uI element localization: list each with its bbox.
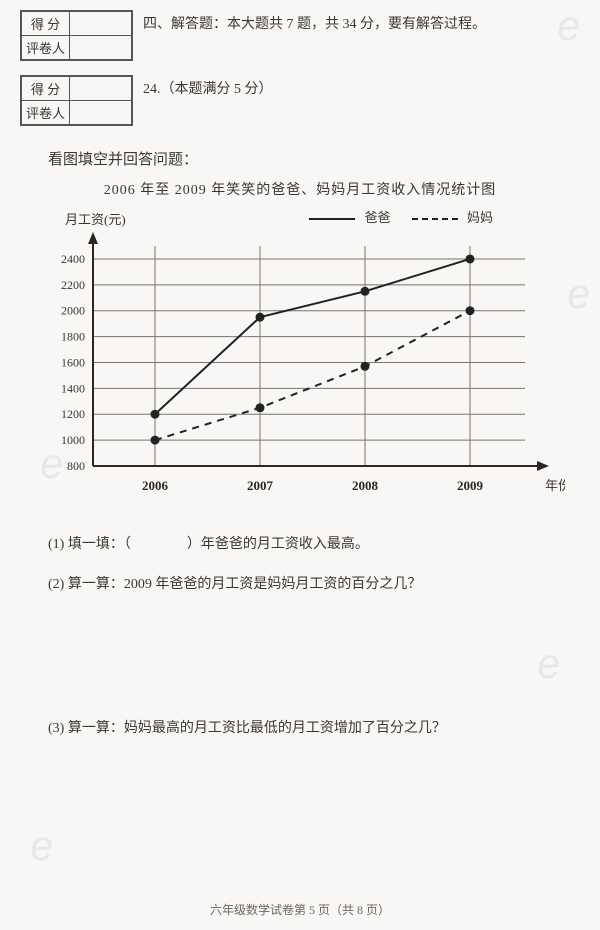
svg-text:2007: 2007 bbox=[247, 478, 274, 493]
svg-text:2200: 2200 bbox=[61, 278, 85, 292]
svg-text:年份: 年份 bbox=[545, 478, 565, 493]
legend-label-mom: 妈妈 bbox=[467, 210, 493, 225]
question-1: (1) 填一填：（ ）年爸爸的月工资收入最高。 bbox=[48, 533, 552, 557]
svg-text:1800: 1800 bbox=[61, 330, 85, 344]
scorebox-blank bbox=[70, 12, 132, 36]
header-row-section4: 得 分 评卷人 四、解答题：本大题共 7 题，共 34 分，要有解答过程。 bbox=[20, 10, 580, 61]
scorebox-label: 得 分 bbox=[22, 12, 70, 36]
question-3: (3) 算一算：妈妈最高的月工资比最低的月工资增加了百分之几？ bbox=[48, 717, 552, 741]
scorebox-blank bbox=[70, 101, 132, 125]
legend-label-dad: 爸爸 bbox=[364, 210, 390, 225]
scorebox-blank bbox=[70, 36, 132, 60]
svg-text:1200: 1200 bbox=[61, 407, 85, 421]
question-2: (2) 算一算：2009 年爸爸的月工资是妈妈月工资的百分之几？ bbox=[48, 573, 552, 597]
legend-line-dad bbox=[309, 218, 355, 220]
intro-text: 看图填空并回答问题： bbox=[48, 148, 580, 169]
legend: 爸爸 妈妈 bbox=[309, 207, 511, 226]
scorebox-section: 得 分 评卷人 bbox=[20, 10, 133, 61]
svg-text:2008: 2008 bbox=[352, 478, 379, 493]
page-footer: 六年级数学试卷第 5 页（共 8 页） bbox=[20, 901, 580, 918]
svg-text:1400: 1400 bbox=[61, 381, 85, 395]
svg-text:2000: 2000 bbox=[61, 304, 85, 318]
svg-text:800: 800 bbox=[67, 459, 85, 473]
svg-text:2400: 2400 bbox=[61, 252, 85, 266]
header-row-q24: 得 分 评卷人 24.（本题满分 5 分） bbox=[20, 75, 580, 126]
scorebox-label: 评卷人 bbox=[22, 101, 70, 125]
svg-text:1000: 1000 bbox=[61, 433, 85, 447]
svg-text:1600: 1600 bbox=[61, 355, 85, 369]
chart-title: 2006 年至 2009 年笑笑的爸爸、妈妈月工资收入情况统计图 bbox=[20, 179, 580, 199]
svg-text:2006: 2006 bbox=[142, 478, 169, 493]
section4-title: 四、解答题：本大题共 7 题，共 34 分，要有解答过程。 bbox=[143, 10, 486, 36]
svg-text:2009: 2009 bbox=[457, 478, 484, 493]
scorebox-label: 得 分 bbox=[22, 77, 70, 101]
chart-svg: 800 1000 1200 1400 1600 1800 2000 2200 2400 2006 2… bbox=[35, 232, 565, 517]
watermark: e bbox=[565, 269, 592, 319]
watermark: e bbox=[535, 639, 562, 689]
scorebox-blank bbox=[70, 77, 132, 101]
watermark: e bbox=[28, 821, 55, 871]
scorebox-q24: 得 分 评卷人 bbox=[20, 75, 133, 126]
q24-label: 24.（本题满分 5 分） bbox=[143, 75, 273, 101]
chart: 月工资(元) 爸爸 妈妈 800100012001400160018002000… bbox=[35, 209, 565, 517]
scorebox-label: 评卷人 bbox=[22, 36, 70, 60]
legend-line-mom bbox=[412, 218, 458, 220]
